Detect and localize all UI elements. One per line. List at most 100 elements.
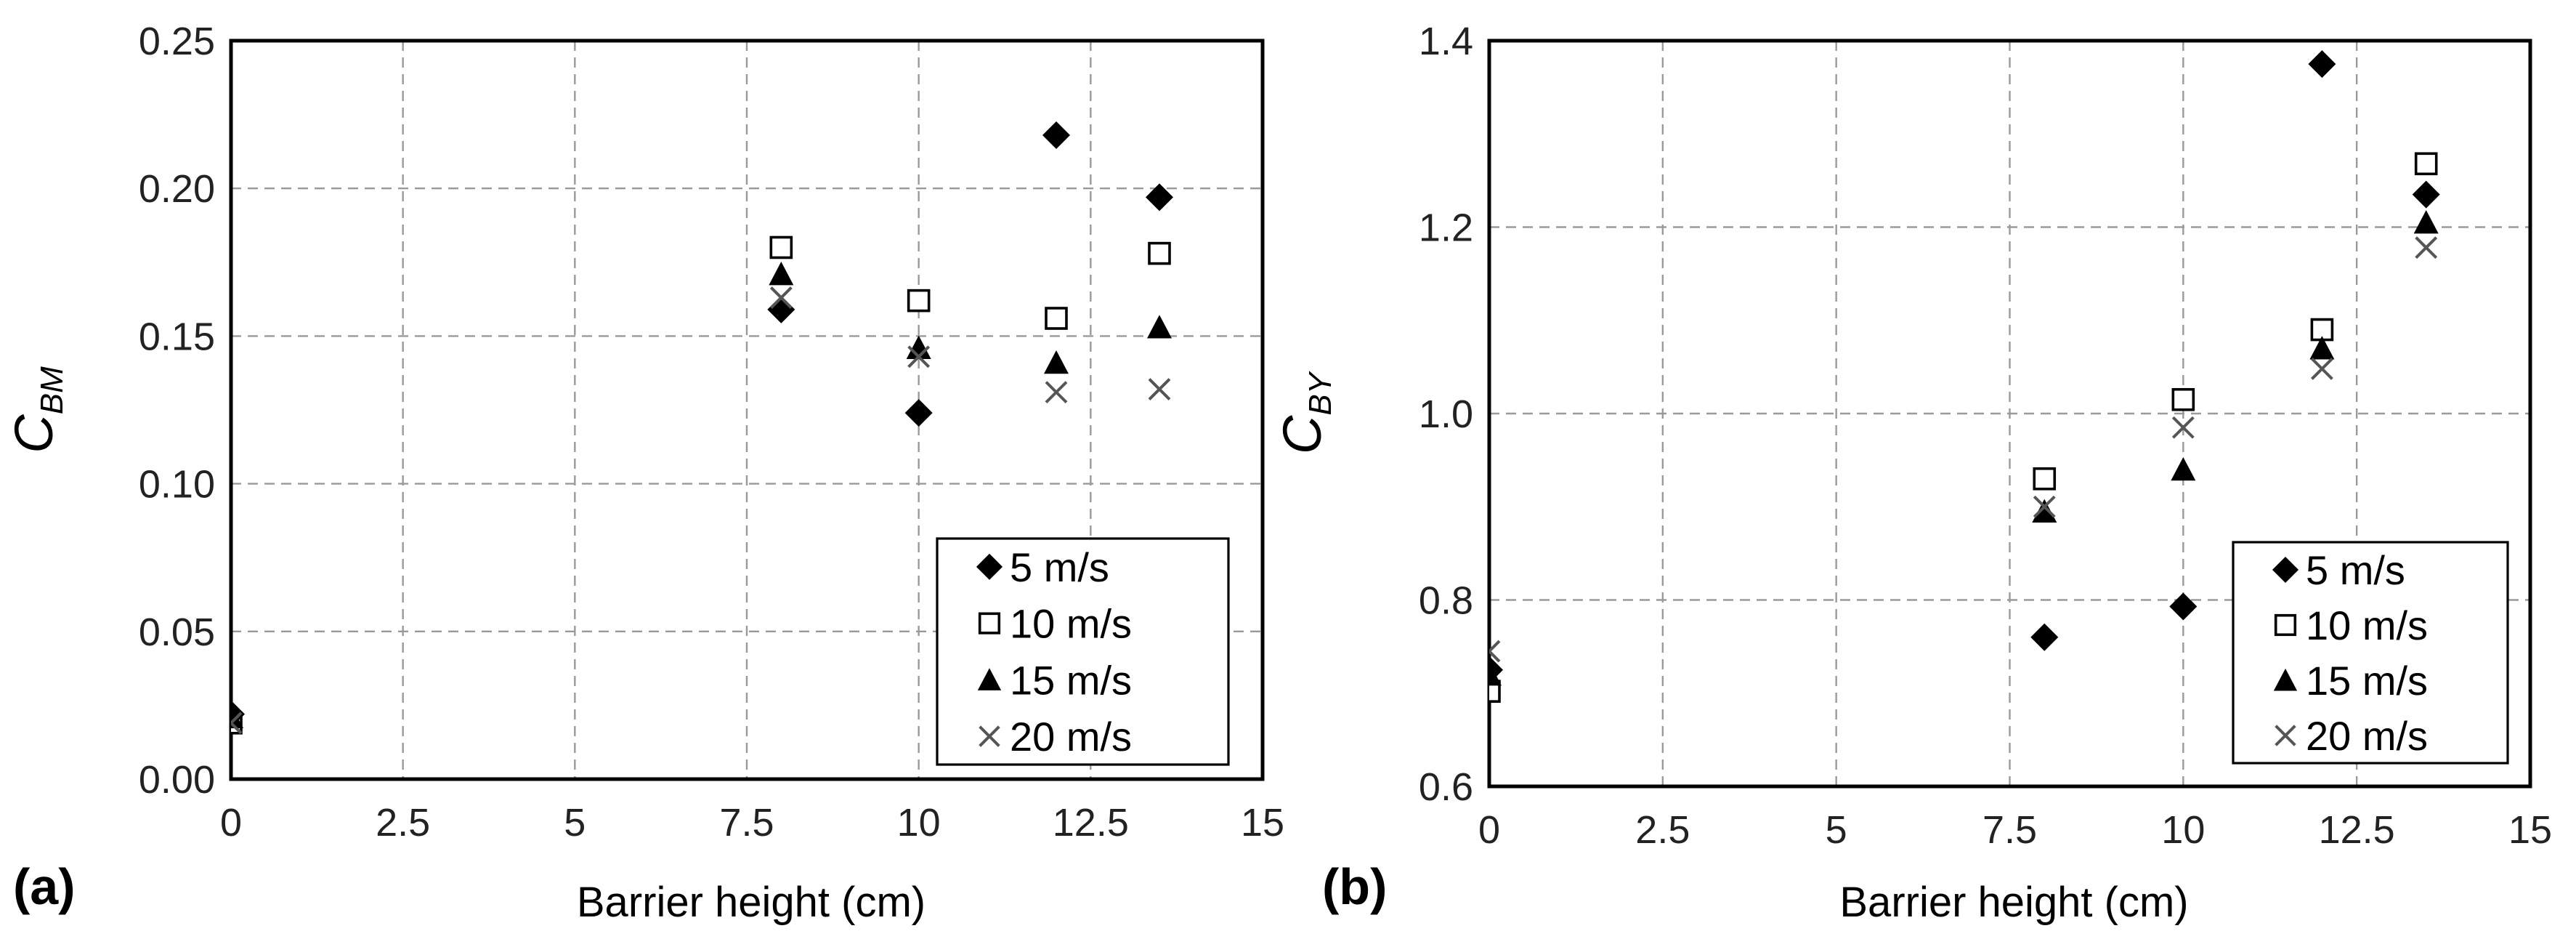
x-tick-label: 2.5 [1635, 808, 1690, 852]
x-tick-label: 15 [1241, 801, 1284, 845]
legend: 5 m/s 10 m/s 15 m/s 20 m/s [2232, 541, 2509, 765]
x-tick-label: 0 [220, 801, 242, 845]
data-point-cross [907, 345, 931, 368]
x-tick-label: 12.5 [2319, 808, 2395, 852]
data-point-cross [2415, 236, 2438, 259]
legend-item: 10 m/s [2274, 603, 2428, 648]
square-marker-shape [2414, 152, 2438, 176]
y-tick-label: 0.25 [139, 20, 215, 63]
y-axis-title: CBM [4, 366, 70, 454]
data-point-diamond [1489, 656, 1503, 684]
series-square-points [231, 235, 1171, 735]
series-square-points [1489, 152, 2438, 703]
legend-square-icon [978, 612, 1001, 634]
data-point-square [1045, 307, 1068, 330]
data-point-diamond [1146, 183, 1173, 211]
y-axis-title-subscript: BY [1303, 371, 1338, 415]
y-axis-title: CBY [1272, 371, 1338, 454]
x-tick-label: 0 [1478, 808, 1500, 852]
legend-square-icon [2274, 613, 2297, 637]
x-tick-label: 5 [564, 801, 586, 845]
data-point-cross [231, 712, 243, 735]
x-tick-label: 10 [2161, 808, 2205, 852]
cross-marker-stroke [2033, 495, 2056, 518]
legend-label: 10 m/s [1010, 601, 1132, 647]
triangle-marker-shape [977, 668, 1002, 690]
data-point-square [2171, 387, 2195, 411]
square-marker-shape [978, 612, 1001, 634]
cross-marker-stroke [979, 725, 1000, 747]
diamond-marker-shape [976, 553, 1003, 580]
cross-marker-stroke [231, 712, 243, 725]
data-point-diamond [2412, 180, 2440, 209]
data-point-triangle [906, 335, 931, 359]
legend-item: 5 m/s [2272, 547, 2405, 593]
legend-diamond-icon [976, 553, 1003, 580]
y-tick-label: 1.0 [1419, 392, 1473, 436]
legend-cross-icon [979, 725, 1000, 747]
y-tick-label: 0.8 [1419, 579, 1473, 623]
y-tick-label: 0.15 [139, 315, 215, 358]
diamond-marker-shape [2412, 180, 2440, 209]
cross-marker-stroke [907, 345, 931, 368]
data-point-diamond [1042, 121, 1070, 150]
cross-marker-stroke [769, 286, 793, 309]
y-axis-title-base: C [4, 414, 64, 454]
data-point-triangle [1147, 315, 1172, 339]
data-point-diamond [904, 399, 933, 427]
cross-marker-stroke [1489, 649, 1501, 663]
square-marker-shape [907, 289, 931, 313]
legend-box [2232, 541, 2509, 765]
square-marker-shape [2274, 613, 2297, 637]
x-tick-label: 15 [2508, 808, 2552, 852]
y-tick-label: 0.20 [139, 167, 215, 211]
data-points [231, 121, 1173, 735]
legend-item: 5 m/s [976, 544, 1109, 590]
data-point-triangle [769, 262, 794, 286]
series-cross-points [231, 286, 1171, 735]
cross-marker-stroke [2171, 416, 2195, 439]
y-tick-label: 0.10 [139, 463, 215, 507]
data-point-diamond [2308, 50, 2336, 78]
diamond-marker-shape [2272, 556, 2299, 584]
data-points [1489, 50, 2440, 703]
triangle-marker-shape [769, 262, 794, 286]
plot-area-frame [1487, 39, 2532, 789]
legend-triangle-icon [977, 668, 1002, 690]
x-axis-title: Barrier height (cm) [1839, 879, 2188, 926]
diamond-marker-shape [767, 295, 795, 323]
x-axis-title: Barrier height (cm) [577, 879, 926, 926]
x-tick-label: 7.5 [719, 801, 774, 845]
legend-label: 15 m/s [2306, 658, 2428, 704]
legend-triangle-icon [2273, 668, 2298, 691]
chart-panel-b: 0 2.5 5 7.5 10 12.5 15 0.6 0.8 1.0 1.2 1.4 Barrier h… [1272, 20, 2552, 926]
x-tick-label: 10 [897, 801, 941, 845]
legend-diamond-icon [2272, 556, 2299, 584]
y-tick-labels: 0.6 0.8 1.0 1.2 1.4 [1419, 20, 1473, 809]
triangle-marker-shape [1044, 350, 1069, 374]
cross-marker-stroke [2415, 236, 2438, 259]
square-marker-shape [2033, 467, 2057, 491]
legend-label: 5 m/s [1010, 544, 1109, 590]
legend-cross-icon [2275, 725, 2296, 746]
cross-marker-stroke [1489, 640, 1501, 653]
legend-label: 10 m/s [2306, 603, 2428, 648]
diamond-marker-shape [2169, 592, 2198, 621]
diamond-marker-shape [2308, 50, 2336, 78]
data-point-cross [1489, 640, 1501, 663]
triangle-marker-shape [2413, 210, 2439, 234]
legend-item: 20 m/s [2275, 713, 2428, 759]
y-tick-label: 0.00 [139, 758, 215, 802]
y-axis-title-base: C [1272, 415, 1332, 454]
triangle-marker-shape [1147, 315, 1172, 339]
x-tick-label: 5 [1826, 808, 1847, 852]
square-marker-shape [2171, 387, 2195, 411]
y-tick-label: 1.4 [1419, 20, 1473, 63]
data-point-triangle [2032, 499, 2057, 523]
x-tick-label: 2.5 [376, 801, 430, 845]
y-tick-label: 0.05 [139, 610, 215, 654]
legend-item: 10 m/s [978, 601, 1132, 647]
diamond-marker-shape [1146, 183, 1173, 211]
